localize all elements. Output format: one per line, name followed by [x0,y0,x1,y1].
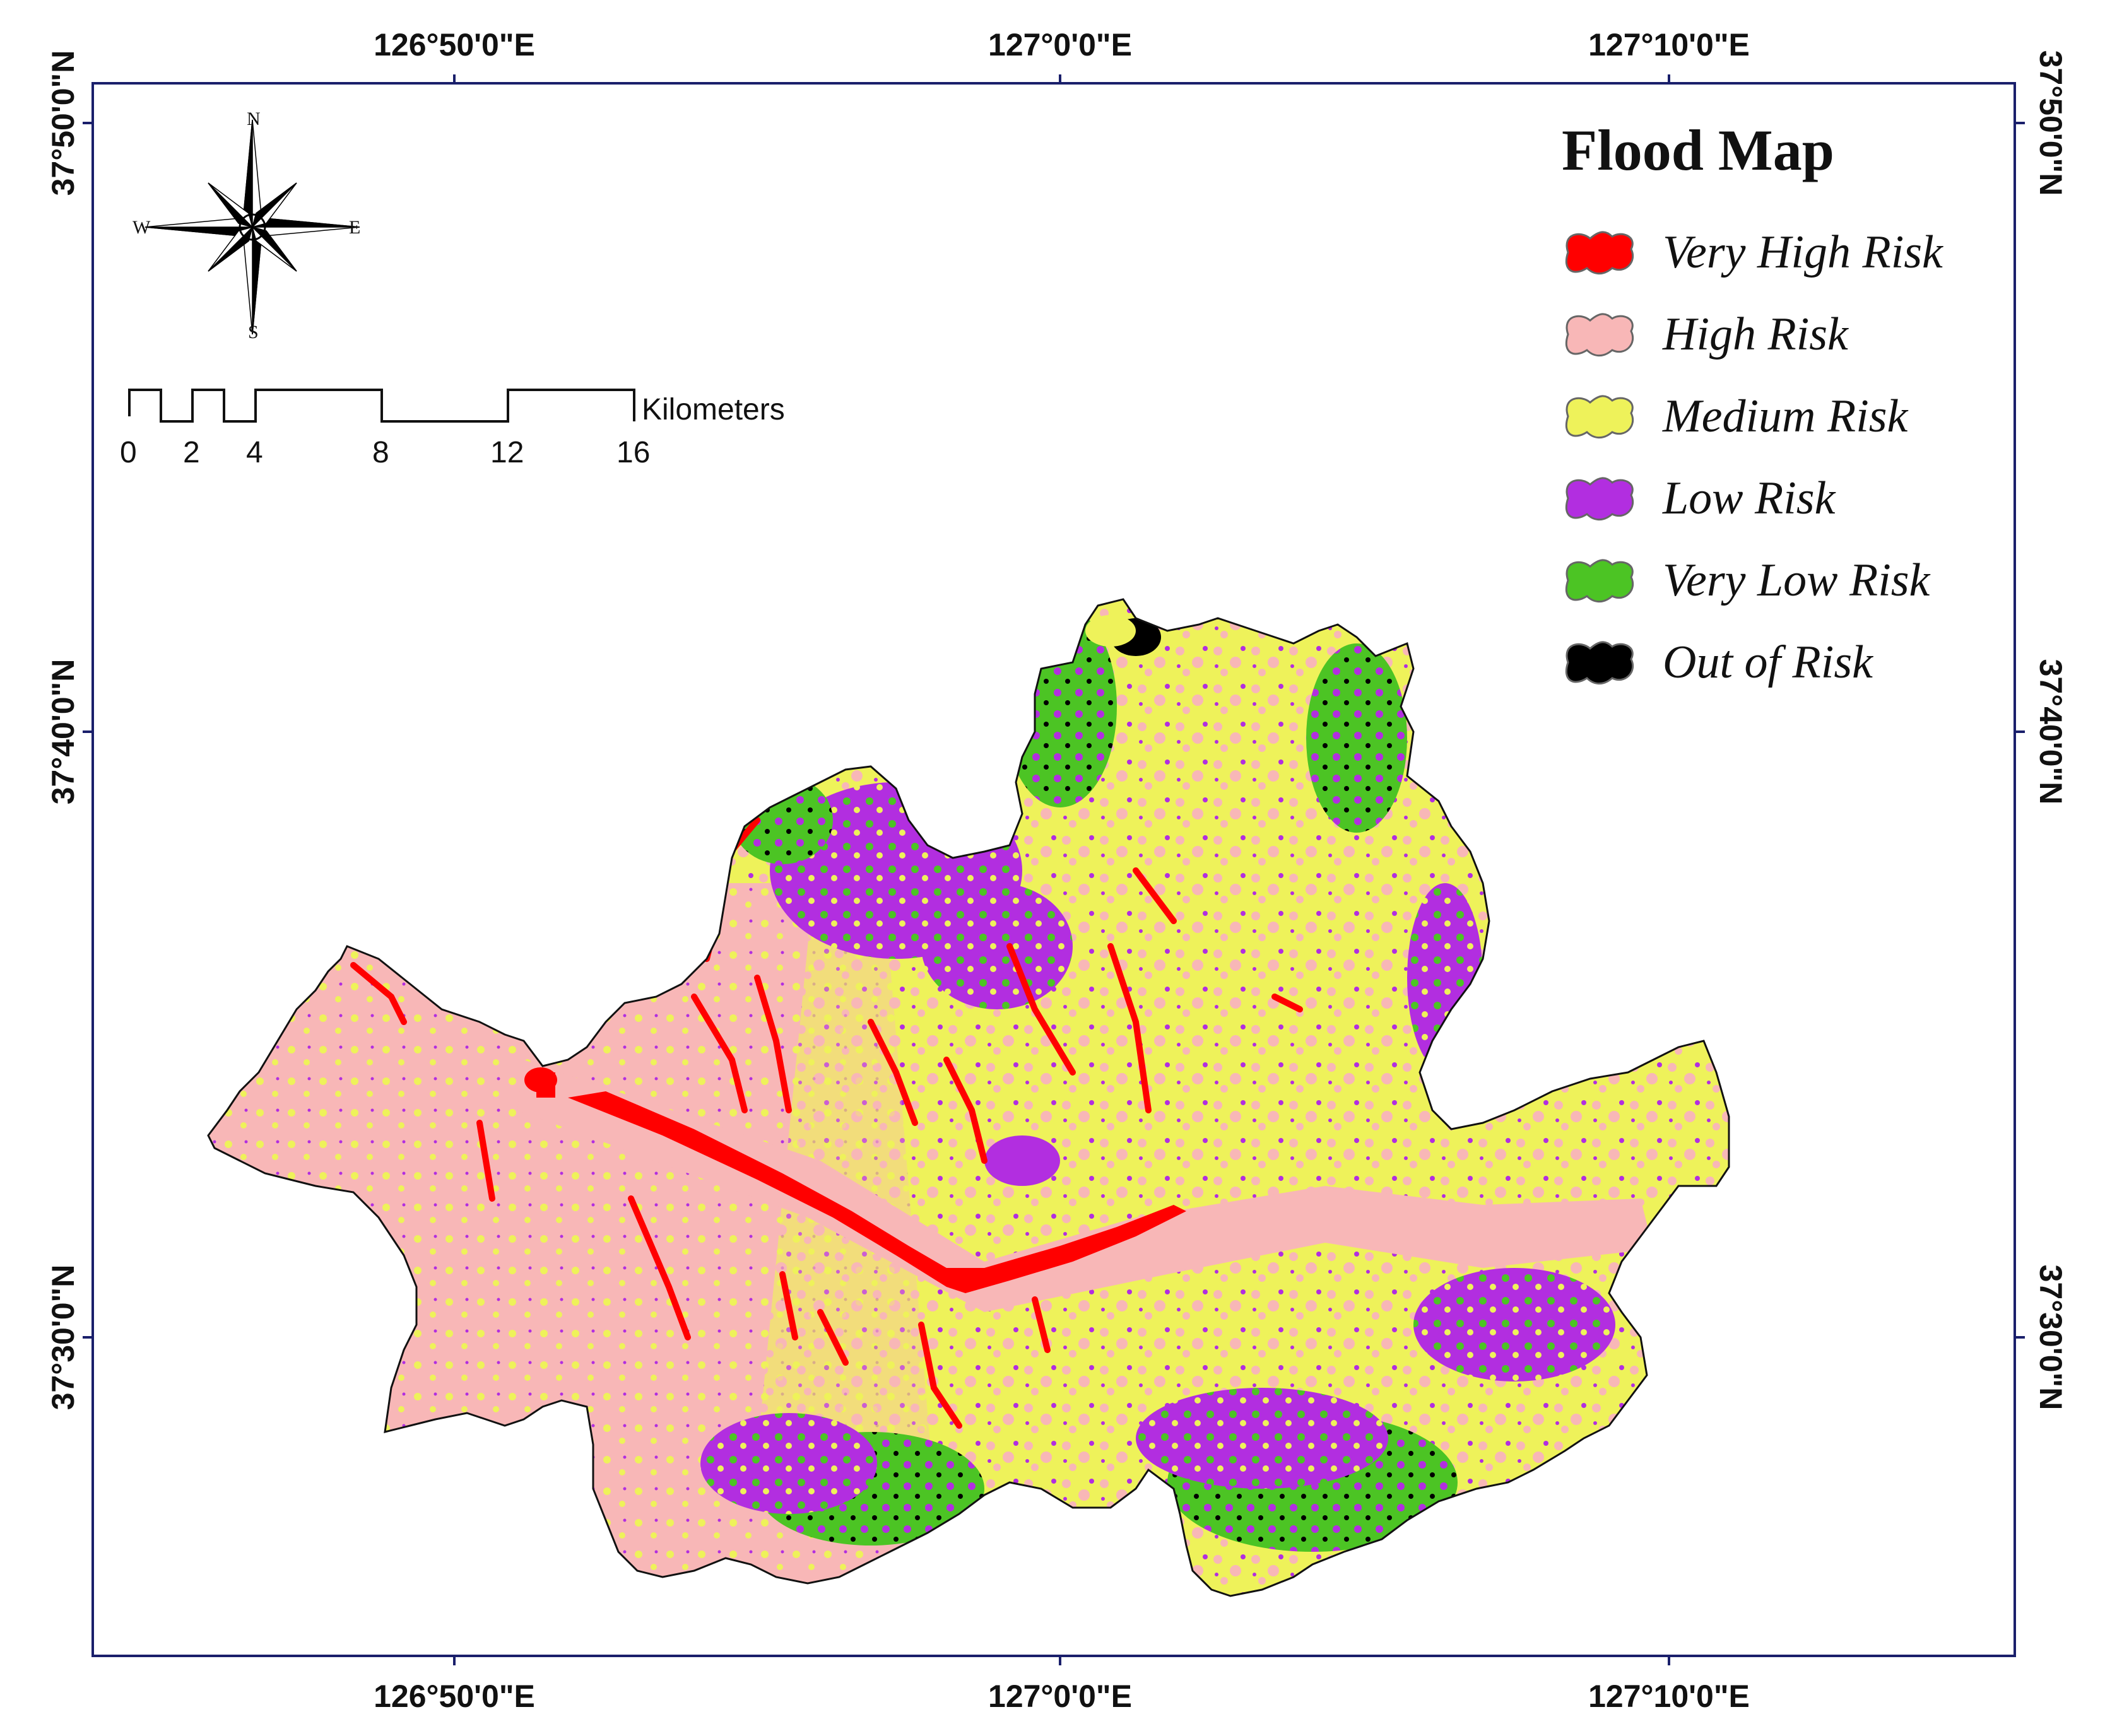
longitude-label-top-3: 127°10'0"E [1588,27,1750,62]
legend-label: Very Low Risk [1663,554,1930,606]
frame-tick [83,122,93,124]
frame-tick [1668,1655,1670,1665]
scale-tick-label: 4 [246,436,263,469]
scale-unit-label: Kilometers [642,393,785,426]
frame-tick [2015,122,2025,124]
legend-item-high-risk: High Risk [1562,300,1848,369]
scale-tick-label: 16 [616,436,651,469]
legend-swatch [1565,559,1634,603]
scale-tick-label: 0 [120,436,137,469]
legend-item-very-low-risk: Very Low Risk [1562,546,1930,615]
scale-bar [128,389,635,423]
north-arrow-compass-icon [144,119,360,335]
scale-tick-label: 2 [183,436,200,469]
legend-label: Very High Risk [1663,226,1943,278]
frame-tick [2015,730,2025,733]
longitude-label-top-1: 126°50'0"E [374,27,535,62]
legend-swatch [1565,477,1634,521]
compass-west-label: W [133,217,151,238]
legend-item-very-high-risk: Very High Risk [1562,218,1943,287]
map-frame [91,82,2016,1657]
frame-tick [83,1336,93,1339]
frame-tick [453,1655,456,1665]
legend-item-medium-risk: Medium Risk [1562,382,1907,451]
compass-north-label: N [247,108,261,129]
scale-tick-label: 12 [490,436,524,469]
compass-east-label: E [349,217,361,238]
scale-tick-label: 8 [372,436,389,469]
legend-label: Medium Risk [1663,390,1908,442]
frame-tick [1059,74,1061,85]
legend-item-low-risk: Low Risk [1562,464,1835,533]
frame-tick [83,730,93,733]
legend-item-out-of-risk: Out of Risk [1562,628,1873,697]
legend-label: High Risk [1663,308,1848,360]
legend-swatch [1565,395,1634,439]
longitude-label-bottom-3: 127°10'0"E [1588,1679,1750,1714]
frame-tick [2015,1336,2025,1339]
frame-tick [1668,74,1670,85]
longitude-label-bottom-1: 126°50'0"E [374,1679,535,1714]
legend-swatch [1565,313,1634,357]
legend-swatch [1565,641,1634,685]
longitude-label-bottom-2: 127°0'0"E [988,1679,1132,1714]
frame-tick [453,74,456,85]
frame-tick [1059,1655,1061,1665]
legend-swatch [1565,231,1634,275]
longitude-label-top-2: 127°0'0"E [988,27,1132,62]
legend-label: Low Risk [1663,472,1836,524]
legend-title: Flood Map [1562,118,1834,182]
compass-south-label: S [248,322,259,343]
legend-label: Out of Risk [1663,636,1873,688]
